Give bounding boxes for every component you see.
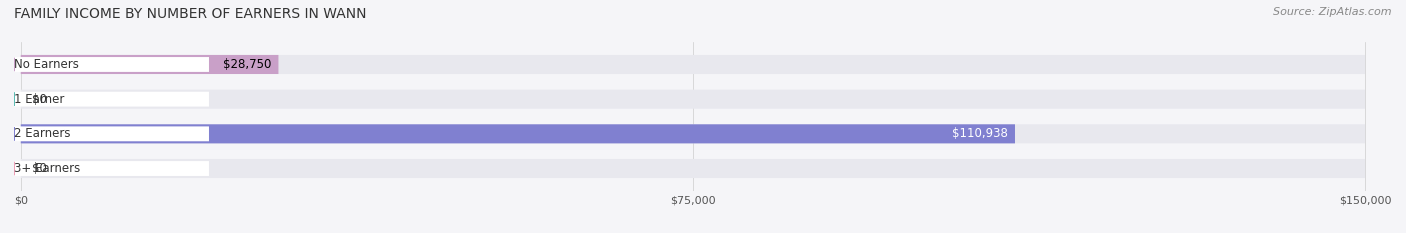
FancyBboxPatch shape: [14, 161, 209, 176]
Text: 2 Earners: 2 Earners: [14, 127, 70, 140]
Text: $110,938: $110,938: [952, 127, 1008, 140]
FancyBboxPatch shape: [21, 90, 1365, 109]
Text: $0: $0: [31, 162, 46, 175]
Text: Source: ZipAtlas.com: Source: ZipAtlas.com: [1274, 7, 1392, 17]
Text: $0: $0: [31, 93, 46, 106]
Text: $28,750: $28,750: [224, 58, 271, 71]
Text: No Earners: No Earners: [14, 58, 79, 71]
Text: 1 Earner: 1 Earner: [14, 93, 65, 106]
FancyBboxPatch shape: [14, 126, 209, 141]
FancyBboxPatch shape: [21, 124, 1015, 143]
Text: 3+ Earners: 3+ Earners: [14, 162, 80, 175]
FancyBboxPatch shape: [21, 55, 278, 74]
FancyBboxPatch shape: [21, 159, 1365, 178]
FancyBboxPatch shape: [14, 57, 209, 72]
FancyBboxPatch shape: [14, 92, 209, 107]
FancyBboxPatch shape: [21, 55, 1365, 74]
FancyBboxPatch shape: [21, 124, 1365, 143]
Text: FAMILY INCOME BY NUMBER OF EARNERS IN WANN: FAMILY INCOME BY NUMBER OF EARNERS IN WA…: [14, 7, 367, 21]
